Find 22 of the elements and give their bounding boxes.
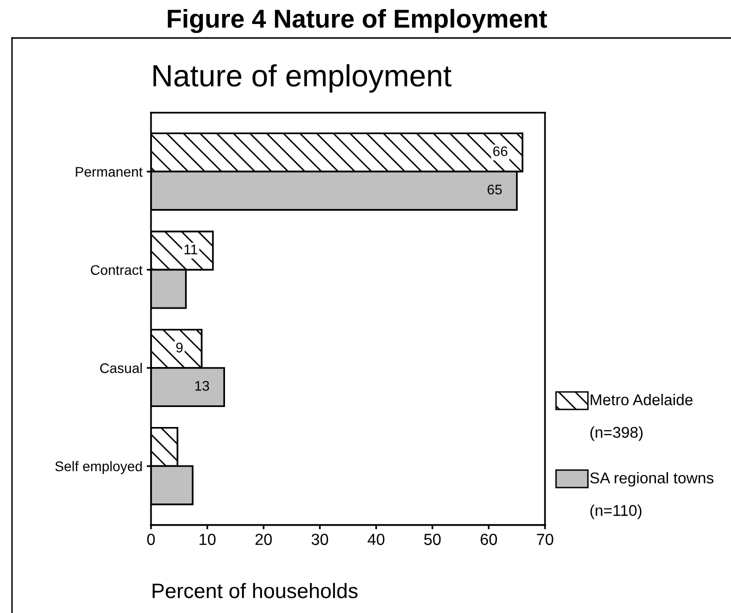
data-label: 66 <box>493 146 508 156</box>
x-tick-label: 10 <box>200 534 216 546</box>
chart-subtitle: Nature of employment <box>154 64 452 93</box>
y-tick-label: Casual <box>100 362 142 374</box>
chart-title: Figure 4 Nature of Employment <box>168 8 548 34</box>
x-tick-label: 40 <box>368 534 384 546</box>
legend-label: SA regional towns (n=110) <box>590 472 714 520</box>
x-tick-label: 50 <box>424 534 441 546</box>
y-tick-label: Self employed <box>55 461 142 474</box>
text: Metro Adelaide (n=398) <box>590 394 693 441</box>
data-label: 11 <box>184 244 198 254</box>
y-tick-label: Permanent <box>76 167 143 177</box>
x-tick-label: 60 <box>480 534 497 546</box>
x-tick-label: 30 <box>312 534 328 546</box>
x-tick-label: 20 <box>255 534 272 546</box>
data-label: 9 <box>176 342 183 353</box>
x-axis-title: Percent of households <box>152 582 358 598</box>
data-label: 65 <box>488 184 502 194</box>
x-tick-label: 70 <box>536 534 554 546</box>
x-tick-label: 0 <box>147 534 155 546</box>
y-tick-label: Contract <box>90 265 143 275</box>
data-label: 13 <box>195 380 210 391</box>
